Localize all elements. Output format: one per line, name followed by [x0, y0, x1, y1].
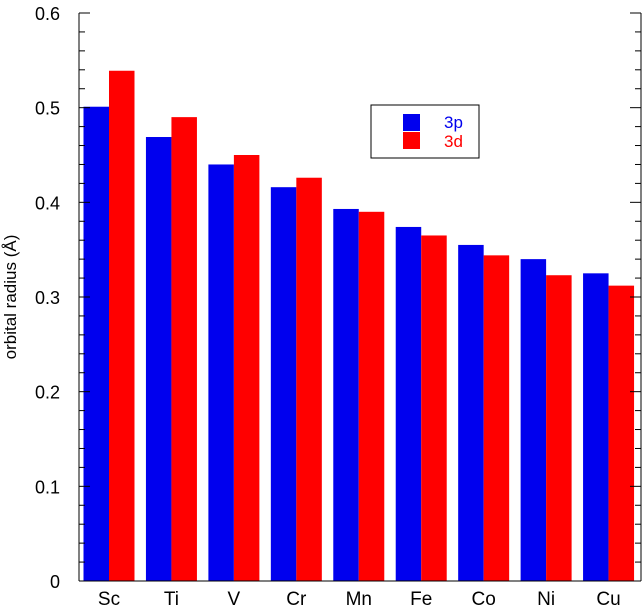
y-tick-label: 0.3: [35, 288, 60, 308]
x-tick-label: Sc: [98, 589, 120, 607]
bar-3d-Co: [483, 255, 510, 581]
bar-3d-V: [233, 155, 260, 581]
bar-3p-Co: [458, 244, 484, 581]
bar-3p-Ti: [145, 137, 172, 581]
bar-3d-Cr: [296, 177, 322, 581]
bar-3d-Cu: [608, 285, 635, 581]
bar-3p-V: [208, 164, 234, 581]
y-tick-label: 0.1: [35, 477, 60, 497]
labels-group: Sc Ti V Cr Mn Fe Co Ni Cu 0 0.1 0.2 0.3 0.4 0.5 0.6: [35, 4, 621, 607]
legend-label-3d: 3d: [444, 132, 463, 151]
legend-swatch-3p: [403, 114, 420, 131]
y-tick-label: 0.6: [35, 4, 60, 24]
bar-3d-Sc: [109, 70, 135, 581]
x-tick-label: Cu: [596, 589, 620, 607]
x-tick-label: Cr: [286, 589, 307, 607]
y-tick-label: 0.4: [35, 193, 60, 213]
bar-3p-Mn: [333, 208, 359, 581]
x-tick-label: Ti: [164, 589, 179, 607]
legend-box: [370, 104, 480, 159]
bars-group: [83, 70, 635, 582]
x-tick-label: Ni: [537, 589, 555, 607]
bar-3p-Cu: [583, 273, 609, 581]
bar-3d-Fe: [421, 235, 447, 581]
bar-3p-Cr: [270, 187, 297, 581]
bar-3p-Sc: [83, 106, 109, 581]
x-tick-label: Fe: [410, 589, 432, 607]
bar-3d-Mn: [358, 211, 385, 582]
y-axis-title: orbital radius (Å): [1, 235, 20, 360]
bar-3d-Ti: [171, 117, 197, 581]
legend: 3p 3d: [370, 104, 480, 159]
x-tick-label: V: [228, 589, 241, 607]
y-tick-label: 0.5: [35, 99, 60, 119]
y-tick-label: 0.2: [35, 383, 60, 403]
x-tick-label: Mn: [346, 589, 372, 607]
bar-3p-Fe: [395, 226, 422, 581]
x-tick-label: Co: [472, 589, 496, 607]
legend-label-3p: 3p: [444, 113, 463, 132]
axes-group: [78, 12, 642, 582]
y-tick-label: 0: [50, 572, 60, 592]
legend-swatch-3d: [403, 132, 420, 149]
bar-3p-Ni: [520, 259, 547, 581]
bar-3d-Ni: [546, 275, 572, 581]
